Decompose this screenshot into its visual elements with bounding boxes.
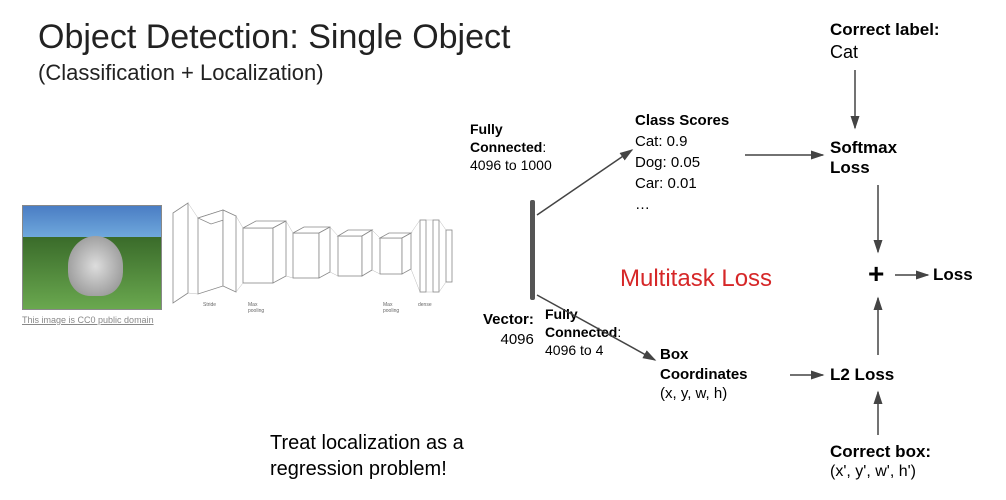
vector-line2: 4096 <box>500 331 533 348</box>
correct-box-header: Correct box: <box>830 442 931 462</box>
treat-line1: Treat localization as a <box>270 432 464 454</box>
correct-box-header-text: Correct box: <box>830 442 931 461</box>
fc-classification-label: Fully Connected: 4096 to 1000 <box>470 120 552 175</box>
svg-text:dense: dense <box>418 302 432 308</box>
correct-label-header: Correct label: <box>830 20 940 40</box>
box-coordinates-block: Box Coordinates (x, y, w, h) <box>660 345 748 404</box>
vector-label: Vector: 4096 <box>483 310 534 349</box>
fc1-line3: 4096 to 1000 <box>470 157 552 173</box>
loss-output-label: Loss <box>933 265 973 285</box>
box-line1: Box <box>660 346 688 363</box>
image-credit: This image is CC0 public domain <box>22 315 154 325</box>
class-score-row-0: Cat: 0.9 <box>635 133 688 150</box>
plus-icon: + <box>868 258 884 290</box>
treat-line2: regression problem! <box>270 458 447 480</box>
class-score-row-1: Dog: 0.05 <box>635 154 700 171</box>
softmax-line1: Softmax <box>830 138 897 157</box>
softmax-loss-label: Softmax Loss <box>830 138 897 179</box>
fc2-line3: 4096 to 4 <box>545 342 603 358</box>
fc-regression-label: Fully Connected: 4096 to 4 <box>545 305 621 360</box>
fc1-line1: Fully <box>470 121 503 137</box>
fc1-line2: Connected <box>470 139 542 155</box>
svg-text:Stride: Stride <box>203 302 216 308</box>
softmax-line2: Loss <box>830 158 870 177</box>
cat-shape <box>68 236 123 296</box>
fc2-line2: Connected <box>545 324 617 340</box>
class-scores-header: Class Scores <box>635 112 729 129</box>
credit-prefix: This image <box>22 315 66 325</box>
input-image <box>22 205 162 310</box>
multitask-loss-label: Multitask Loss <box>620 265 772 293</box>
class-score-row-3: … <box>635 196 650 213</box>
localization-regression-note: Treat localization as a regression probl… <box>270 430 464 482</box>
l2-loss-label: L2 Loss <box>830 365 894 385</box>
box-line2: Coordinates <box>660 366 748 383</box>
slide-title: Object Detection: Single Object <box>38 18 510 57</box>
svg-text:pooling: pooling <box>383 308 399 314</box>
vector-line1: Vector: <box>483 311 534 328</box>
cnn-architecture-diagram: StrideMaxpooling Maxpooling dense <box>168 188 468 323</box>
correct-label-value: Cat <box>830 42 858 63</box>
svg-text:pooling: pooling <box>248 308 264 314</box>
fc2-line1: Fully <box>545 306 578 322</box>
credit-mid: is <box>66 315 78 325</box>
class-scores-block: Class Scores Cat: 0.9 Dog: 0.05 Car: 0.0… <box>635 110 729 215</box>
credit-link: CC0 public domain <box>78 315 154 325</box>
box-line3: (x, y, w, h) <box>660 385 727 402</box>
class-score-row-2: Car: 0.01 <box>635 175 697 192</box>
correct-box-value: (x', y', w', h') <box>830 463 916 481</box>
feature-vector-bar <box>530 200 535 300</box>
slide-subtitle: (Classification + Localization) <box>38 60 324 86</box>
